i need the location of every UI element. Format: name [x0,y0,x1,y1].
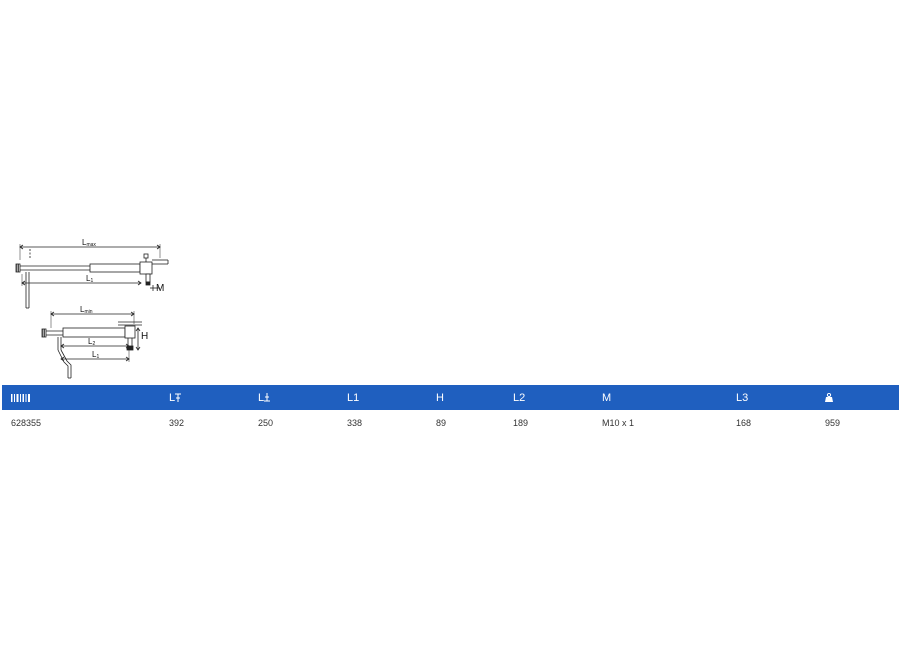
lmax-label: Lmax [82,238,96,248]
header-weight [825,385,899,410]
cell-h: 89 [436,417,447,428]
l1-bottom-label: L1 [92,350,99,360]
header-code [2,385,158,410]
extended-length-symbol [175,393,182,402]
header-l3: L3 [736,385,825,410]
barcode-icon [11,393,30,402]
header-m: M [602,385,736,410]
header-lmax: L [158,385,258,410]
technical-drawing: Lmax L1 M [8,236,188,384]
table-header-row: L L L1 H [2,385,899,410]
header-l2: L2 [513,385,602,410]
header-l1: L1 [347,385,436,410]
lmin-label: Lmin [80,305,93,315]
l1-top-label: L1 [86,274,93,284]
retracted-view [41,311,142,379]
h-label: H [141,331,148,342]
m-label: M [156,283,164,294]
table-row: 628355 392 250 338 89 189 M10 x 1 168 95… [2,410,899,435]
cell-lmin: 250 [258,417,274,428]
cell-lmax: 392 [169,417,185,428]
extended-view [15,244,169,309]
spec-table: L L L1 H [2,385,899,435]
weight-icon [825,393,833,402]
cell-weight: 959 [825,417,841,428]
cell-l2: 189 [513,417,529,428]
cell-code: 628355 [11,417,42,428]
cell-m: M10 x 1 [602,417,635,428]
tool-schematic: Lmax L1 M [15,238,169,379]
l2-label: L2 [88,337,95,347]
header-h: H [436,385,513,410]
cell-l1: 338 [347,417,363,428]
cell-l3: 168 [736,417,752,428]
header-lmin: L [258,385,347,410]
retracted-length-symbol [264,393,271,402]
